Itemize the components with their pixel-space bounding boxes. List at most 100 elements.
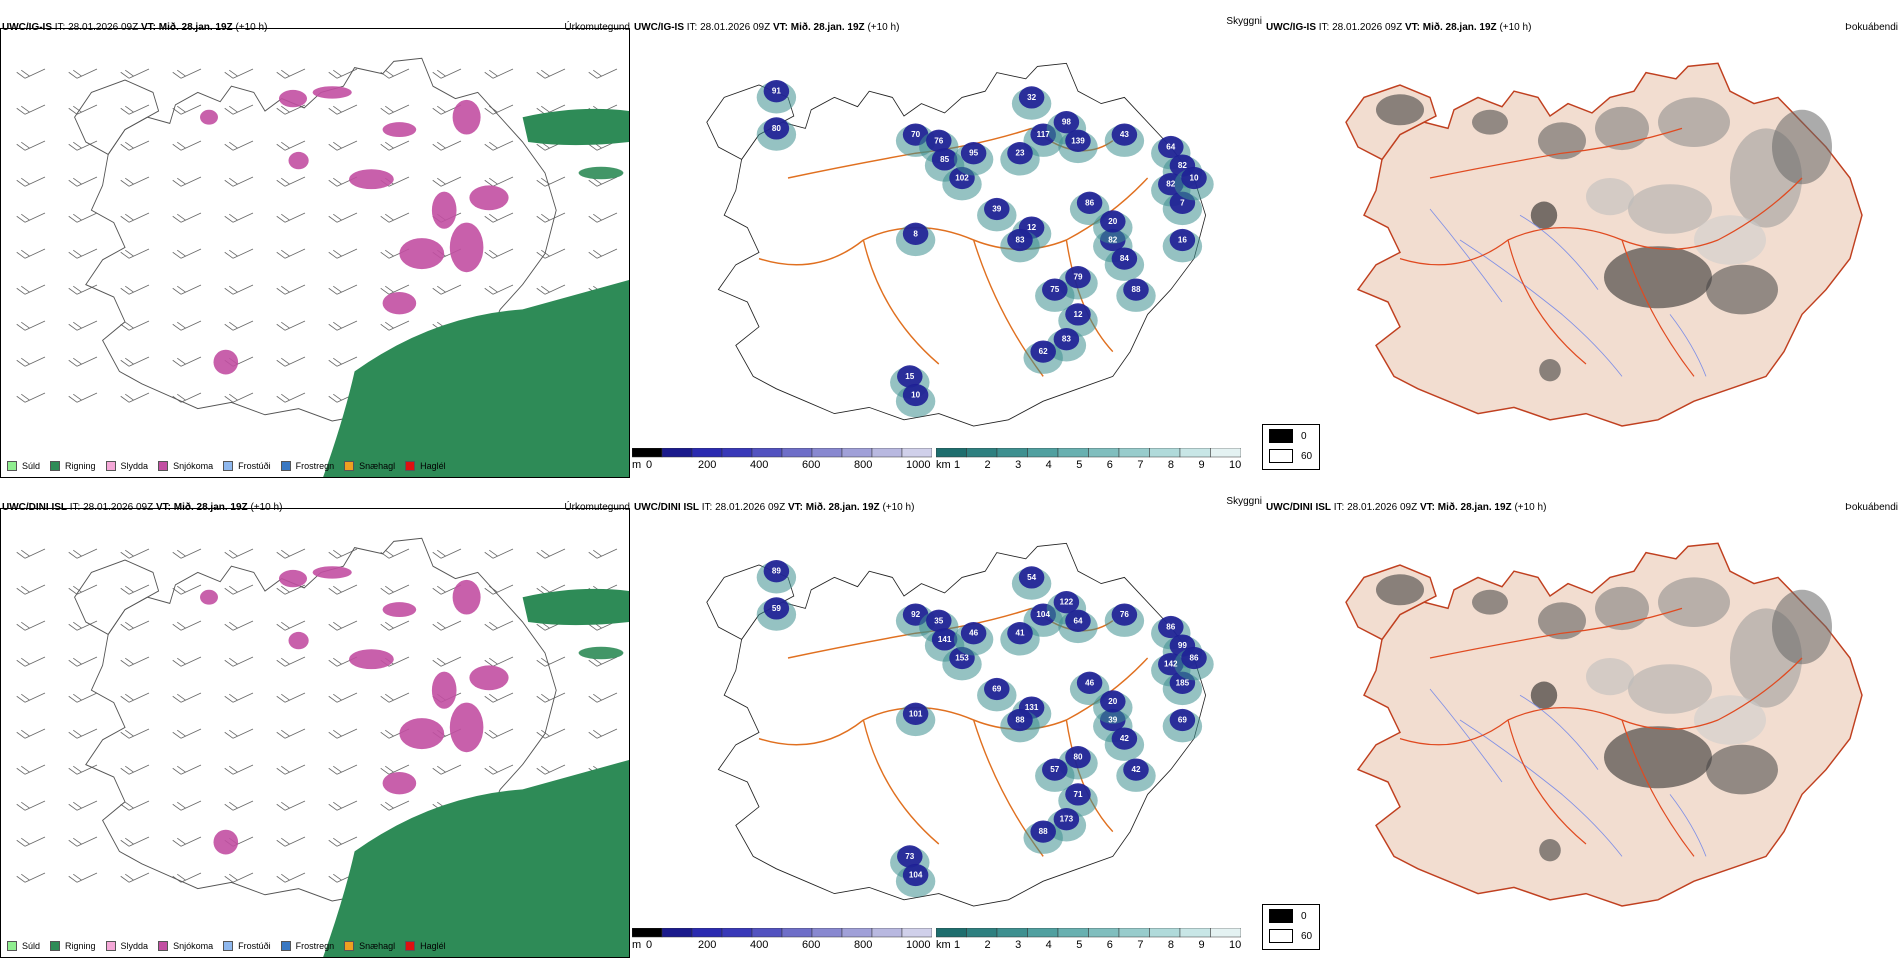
wind-barb (276, 320, 306, 331)
visibility-value-label: 142 (1164, 658, 1178, 668)
visibility-area (1053, 808, 1080, 831)
wind-barb (380, 284, 410, 295)
colorbar-tick-label: 800 (854, 459, 873, 471)
wind-barb (276, 140, 306, 151)
precip-legend-label: Frostúði (238, 941, 271, 951)
precip-legend-item: Haglél (405, 461, 446, 471)
snow-area (288, 151, 309, 170)
wind-barb (172, 356, 202, 367)
wind-barb (172, 140, 202, 151)
fog-shade-area (1604, 246, 1712, 309)
colorbar-segment (1179, 928, 1211, 938)
wind-barb (172, 176, 202, 187)
precip-legend-item: Slydda (105, 461, 149, 471)
visibility-value-label: 76 (1120, 609, 1129, 619)
wind-barb (328, 248, 358, 259)
colorbar-tick-label: 4 (1045, 459, 1052, 471)
colorbar-tick-label: 10 (1229, 939, 1242, 951)
colorbar-segment (996, 448, 1028, 458)
wind-barb (380, 620, 410, 631)
snow-area (399, 238, 445, 270)
wind-barb (16, 800, 46, 811)
colorbar-tick-label: 3 (1015, 459, 1022, 471)
visibility-value-label: 80 (772, 123, 781, 133)
colorbar-segment (901, 928, 932, 938)
wind-barb (484, 620, 514, 631)
wind-barb (120, 800, 150, 811)
visibility-area (1053, 111, 1080, 134)
colorbar-segment (1149, 448, 1181, 458)
colorbar-tick-label: 9 (1198, 939, 1205, 951)
visibility-area (763, 117, 790, 140)
visibility-value-label: 42 (1120, 733, 1129, 743)
visibility-value-label: 69 (1178, 714, 1187, 724)
wind-barb (588, 176, 618, 187)
visibility-panel-label: Skyggni (1226, 496, 1262, 507)
snow-area (382, 602, 417, 618)
colorbar-unit: km (936, 459, 951, 471)
wind-barb (224, 548, 254, 559)
colorbar-tick-label: 200 (698, 939, 717, 951)
colorbar-segment (811, 928, 843, 938)
visibility-area (1111, 123, 1138, 146)
fog-shade-area (1772, 109, 1832, 185)
wind-barb (172, 764, 202, 775)
fog-shade-area (1472, 109, 1508, 135)
visibility-area (1076, 671, 1103, 694)
wind-barb (276, 392, 306, 403)
colorbar-segment (1088, 448, 1120, 458)
visibility-value-label: 15 (905, 371, 914, 381)
rain-area (522, 588, 629, 626)
colorbar-tick-label: 0 (646, 939, 653, 951)
fog-shade-area (1538, 122, 1586, 160)
colorbar-segment (691, 448, 723, 458)
visibility-area (1065, 129, 1091, 152)
visibility-area (1065, 266, 1091, 289)
wind-barb (588, 728, 618, 739)
colorbar-segment (751, 928, 783, 938)
wind-barb (484, 212, 514, 223)
visibility-value-label: 82 (1166, 178, 1175, 188)
wind-barb (328, 320, 358, 331)
fog-shade-area (1376, 574, 1424, 606)
fog-index-legend-item: 0 (1269, 429, 1307, 443)
fog-index-swatch (1269, 909, 1293, 923)
wind-barb (16, 764, 46, 775)
visibility-area (902, 863, 929, 887)
visibility-value-label: 20 (1108, 696, 1117, 706)
precip-panel-label: Úrkomutegund (564, 22, 630, 33)
snow-area (399, 718, 445, 750)
colorbar-tick-label: 1000 (906, 459, 931, 471)
visibility-area (1123, 278, 1149, 301)
wind-barb (120, 176, 150, 187)
wind-barb (484, 248, 514, 259)
colorbar-unit: m (632, 939, 642, 951)
wind-barb (120, 548, 150, 559)
colorbar-tick-label: 800 (854, 939, 873, 951)
visibility-value-label: 88 (1131, 284, 1140, 294)
colorbar-segment (841, 928, 873, 938)
colorbar-segment (751, 448, 783, 458)
visibility-area (1007, 142, 1033, 165)
snow-area (213, 829, 239, 855)
colorbar-tick-label: 4 (1045, 939, 1052, 951)
visibility-value-label: 46 (969, 627, 978, 637)
wind-barb (588, 248, 618, 259)
snow-area (312, 86, 352, 99)
precip-legend-label: Slydda (120, 461, 149, 471)
visibility-value-label: 86 (1189, 652, 1198, 662)
visibility-area (960, 142, 987, 165)
visibility-value-label: 83 (1015, 234, 1024, 244)
colorbar-tick-label: 5 (1076, 939, 1083, 951)
visibility-value-label: 8 (913, 228, 918, 238)
visibility-area (1018, 86, 1045, 109)
wind-barb (120, 284, 150, 295)
colorbar-segment (1179, 448, 1211, 458)
wind-barb (224, 320, 254, 331)
visibility-area (1030, 340, 1056, 363)
fog-shade-area (1604, 726, 1712, 789)
snow-area (469, 185, 509, 211)
fog-index-swatch (1269, 929, 1293, 943)
